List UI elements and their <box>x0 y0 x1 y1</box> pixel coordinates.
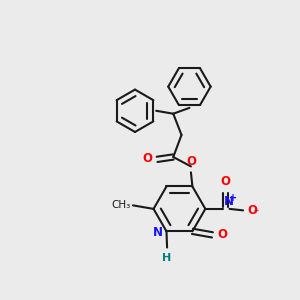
Text: O: O <box>217 228 227 242</box>
Text: CH₃: CH₃ <box>111 200 130 210</box>
Text: O: O <box>220 175 230 188</box>
Text: +: + <box>230 193 238 203</box>
Text: N: N <box>153 226 163 239</box>
Text: O: O <box>143 152 153 165</box>
Text: O: O <box>187 155 196 168</box>
Text: N: N <box>224 195 234 208</box>
Text: ⁻: ⁻ <box>252 207 259 220</box>
Text: O: O <box>247 204 257 217</box>
Text: H: H <box>163 253 172 263</box>
